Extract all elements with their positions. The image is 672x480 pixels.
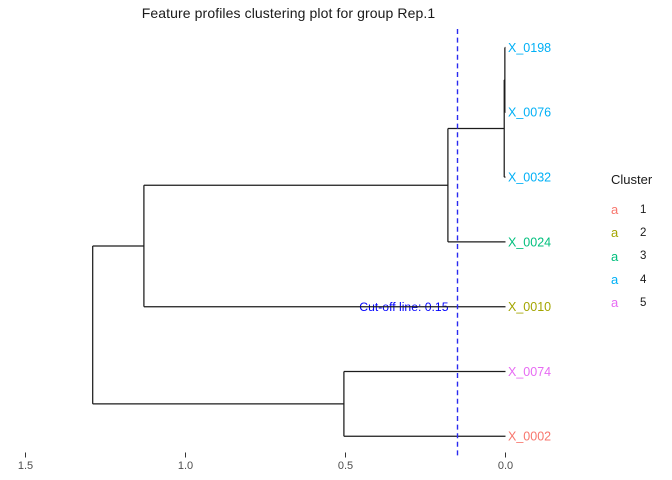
leaf-label-X_0074: X_0074 [508,365,551,379]
leaf-label-X_0024: X_0024 [508,235,551,249]
leaf-label-X_0076: X_0076 [508,106,551,120]
legend-key-glyph: a [611,248,619,264]
legend-item-label: 2 [640,226,647,239]
legend-key-glyph: a [611,295,619,311]
legend-item-label: 5 [640,296,647,309]
leaf-label-X_0198: X_0198 [508,41,551,55]
axis-tick-label: 1.5 [18,460,33,472]
legend-item-label: 4 [640,273,647,286]
legend-key-glyph: a [611,272,619,288]
legend-item-label: 1 [640,203,647,216]
legend-key-glyph: a [611,202,619,218]
leaf-label-X_0032: X_0032 [508,171,551,185]
legend-item-label: 3 [640,250,647,263]
leaf-label-X_0002: X_0002 [508,430,551,444]
leaf-label-X_0010: X_0010 [508,300,551,314]
legend-key-glyph: a [611,225,619,241]
axis-tick-label: 0.0 [498,460,513,472]
axis-tick-label: 1.0 [178,460,193,472]
plot-title: Feature profiles clustering plot for gro… [141,5,436,21]
legend-title: Cluster [611,172,653,187]
axis-tick-label: 0.5 [338,460,353,472]
